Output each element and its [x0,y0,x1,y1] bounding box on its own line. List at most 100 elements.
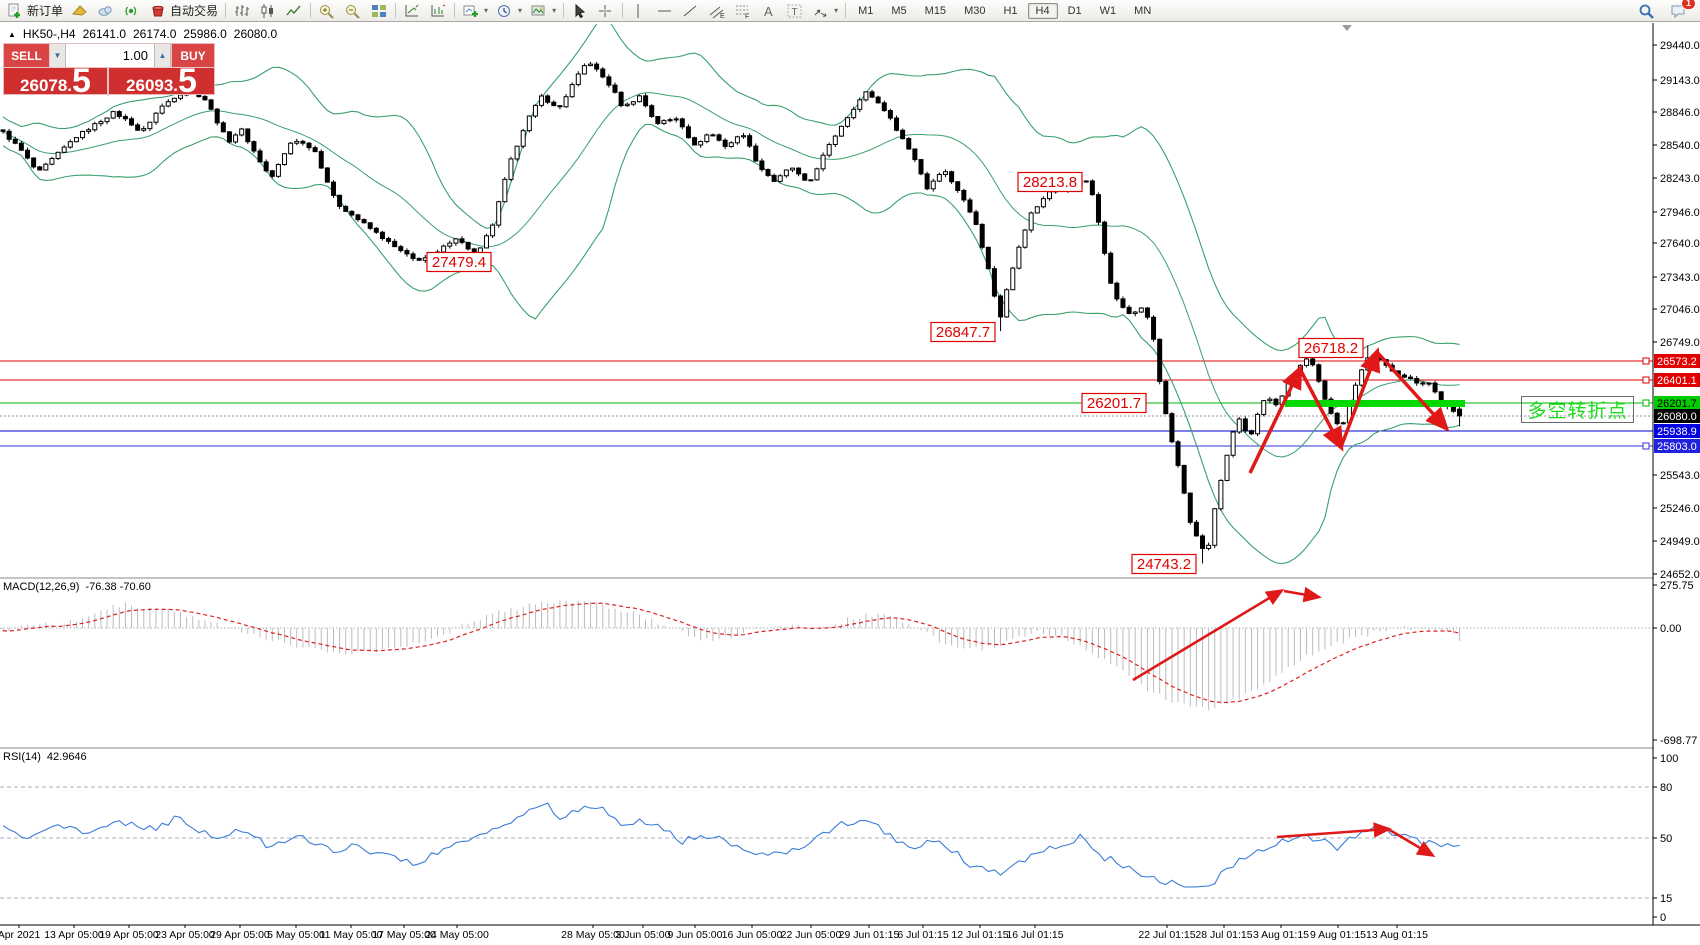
timeframe-M15-button[interactable]: M15 [924,4,947,17]
svg-text:3 Jun 05:00: 3 Jun 05:00 [616,929,671,941]
toolbar-separator [563,3,565,18]
candlestick-chart-button[interactable] [255,0,281,22]
support-zone-bar[interactable] [1285,400,1465,407]
svg-text:F: F [745,13,749,19]
auto-scroll-button[interactable] [399,0,425,22]
svg-text:29440.0: 29440.0 [1660,40,1700,52]
timeframe-M1-button[interactable]: M1 [858,4,874,17]
auto-trading-button[interactable]: 自动交易 [145,0,222,22]
toolbar: 新订单 自动交易 ▾ ▾ ▾ E F A T ▾ M1 M5 M15 M30 H1 H4 D1 W1 MN 1 [0,0,1700,22]
cursor-button[interactable] [567,0,593,22]
collapse-marker-icon[interactable]: ▲ [8,29,16,39]
volume-increase-button[interactable]: ▲ [155,44,171,67]
sell-button[interactable]: SELL [4,44,50,67]
svg-text:26573.2: 26573.2 [1657,356,1697,368]
svg-text:24949.0: 24949.0 [1660,536,1700,548]
zoom-in-button[interactable] [314,0,340,22]
fibonacci-button[interactable]: F [730,0,756,22]
notifications-button[interactable]: 1 [1666,0,1696,22]
timeframe-M30-button[interactable]: M30 [964,4,986,17]
svg-text:80: 80 [1660,782,1672,794]
bar-chart-button[interactable] [229,0,255,22]
buy-price[interactable]: 26093. 5 [109,64,214,98]
svg-text:12 Jul 01:15: 12 Jul 01:15 [951,929,1008,941]
dropdown-arrow-icon: ▾ [552,6,557,15]
tile-windows-button[interactable] [366,0,392,22]
tline-icon [683,5,697,16]
community-button[interactable] [93,0,119,22]
crosshair-icon [599,4,612,17]
chart-axes2-icon [431,4,446,16]
bucket-icon [152,5,164,16]
chart-canvas: 28213.8 27479.4 26847.7 26718.2 26201.7 24743… [0,22,1700,945]
svg-text:26749.0: 26749.0 [1660,337,1700,349]
price-callouts[interactable]: 28213.8 27479.4 26847.7 26718.2 26201.7 24743… [426,171,1364,575]
svg-text:16 Jun 05:00: 16 Jun 05:00 [722,929,783,941]
toolbar-separator [225,3,227,18]
svg-text:24652.0: 24652.0 [1660,569,1700,581]
open-value: 26141.0 [82,27,126,41]
new-order-button[interactable]: 新订单 [2,0,67,22]
search-button[interactable] [1634,0,1660,22]
line-chart-button[interactable] [281,0,307,22]
svg-text:25543.0: 25543.0 [1660,470,1700,482]
timeframe-H1-button[interactable]: H1 [1003,4,1018,17]
svg-text:Apr 2021: Apr 2021 [0,929,40,941]
new-chart-button[interactable]: ▾ [458,0,492,22]
wedge-icon [72,4,87,16]
svg-text:6 Jul 01:15: 6 Jul 01:15 [897,929,949,941]
svg-text:16 Jul 01:15: 16 Jul 01:15 [1006,929,1063,941]
svg-text:22 Jul 01:15: 22 Jul 01:15 [1138,929,1195,941]
price-axis[interactable]: 29440.0 29143.0 28846.0 28540.0 28243.0 27946… [1652,22,1700,925]
svg-text:9 Aug 01:15: 9 Aug 01:15 [1310,929,1366,941]
periods-button[interactable]: ▾ [492,0,526,22]
toolbar-separator [454,3,456,18]
svg-text:26718.2: 26718.2 [1304,340,1358,357]
volume-input[interactable]: 1.00 [66,44,155,67]
timeframe-D1-button[interactable]: D1 [1067,4,1082,17]
chart-shift-marker[interactable] [1342,25,1352,31]
chart-axes-icon [405,4,419,16]
svg-text:27479.4: 27479.4 [432,254,486,271]
chart-text-annotation[interactable]: 多空转折点 [1521,396,1634,423]
volume-decrease-button[interactable]: ▼ [50,44,66,67]
svg-text:50: 50 [1660,833,1672,845]
close-value: 26080.0 [233,27,278,41]
symbol-timeframe: HK50-,H4 [22,27,76,41]
svg-text:26847.7: 26847.7 [936,324,990,341]
buy-button[interactable]: BUY [171,44,214,67]
timeframe-MN-button[interactable]: MN [1134,4,1152,17]
cloud-icon [98,5,112,16]
chart-shift-button[interactable] [425,0,451,22]
timeframe-W1-button[interactable]: W1 [1099,4,1117,17]
arrows-button[interactable]: ▾ [808,0,842,22]
trendline-button[interactable] [678,0,704,22]
timeframe-H4-button[interactable]: H4 [1027,2,1058,19]
templates-button[interactable]: ▾ [526,0,560,22]
tiles-icon [372,4,387,17]
crosshair-button[interactable] [593,0,619,22]
dropdown-arrow-icon: ▾ [484,6,489,15]
sell-price[interactable]: 26078. 5 [4,64,109,98]
buy-price-main: 26093. [126,76,179,95]
svg-text:9 Jun 05:00: 9 Jun 05:00 [668,929,723,941]
horizontal-line-button[interactable] [652,0,678,22]
svg-text:275.75: 275.75 [1660,580,1694,592]
timeframe-M5-button[interactable]: M5 [891,4,907,17]
textA-icon: A [764,4,773,19]
deposit-button[interactable] [67,0,93,22]
svg-text:27640.0: 27640.0 [1660,238,1700,250]
vertical-line-button[interactable] [626,0,652,22]
trend-arrows[interactable] [1132,347,1450,857]
toolbar-separator [395,3,397,18]
text-label-button[interactable]: T [782,0,808,22]
pane-separators[interactable] [0,577,1700,750]
text-button[interactable]: A [756,0,782,22]
new-order-button-label: 新订单 [27,4,64,18]
zoom-in-icon [320,4,334,19]
zoom-out-button[interactable] [340,0,366,22]
channel-button[interactable]: E [704,0,730,22]
signals-button[interactable] [119,0,145,22]
clock-icon [498,4,511,17]
